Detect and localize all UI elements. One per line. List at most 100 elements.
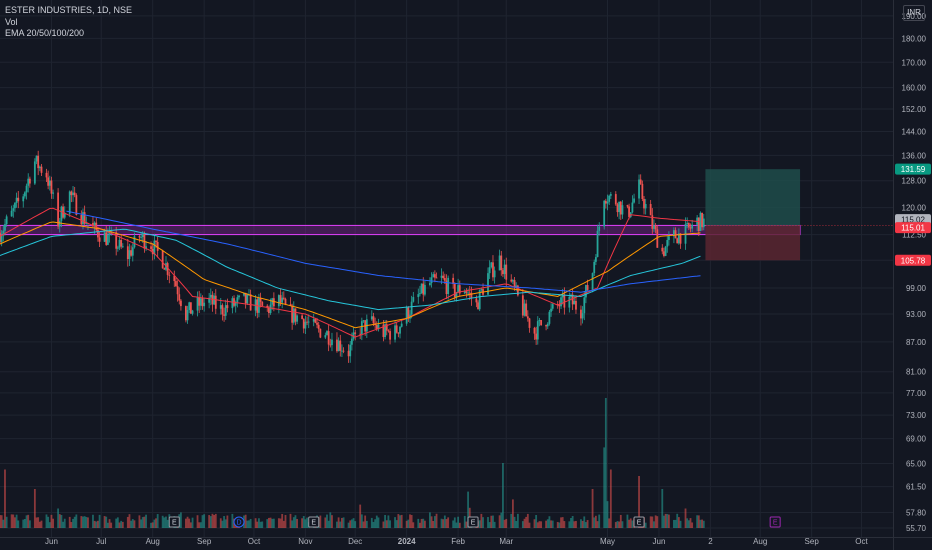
candle: [359, 327, 362, 340]
volume-bar: [68, 516, 71, 528]
symbol-title[interactable]: ESTER INDUSTRIES, 1D, NSE: [5, 5, 133, 15]
candle: [503, 259, 506, 279]
candle: [679, 233, 682, 249]
volume-bar: [267, 517, 270, 528]
candle: [199, 293, 202, 311]
volume-bar: [523, 518, 526, 528]
candle: [15, 192, 18, 208]
volume-bar: [266, 519, 269, 528]
annotations-layer[interactable]: [0, 169, 893, 261]
volume-bar: [254, 518, 257, 528]
volume-bar: [336, 521, 338, 528]
volume-bar: [594, 515, 597, 528]
volume-bar: [213, 515, 216, 528]
earnings-marker[interactable]: E: [467, 516, 479, 528]
volume-bar: [697, 515, 700, 528]
volume-bar: [493, 521, 496, 528]
candle: [616, 202, 619, 217]
volume-bar: [48, 522, 51, 528]
volume-bar: [28, 520, 31, 528]
x-tick-label: Oct: [248, 537, 261, 546]
candle: [312, 313, 315, 327]
volume-bar: [80, 516, 83, 528]
volume-bar: [319, 515, 322, 528]
ema-line: [0, 207, 701, 338]
volume-bar: [191, 517, 194, 528]
volume-bar: [651, 516, 654, 528]
volume-bar: [93, 520, 96, 528]
candle: [488, 260, 491, 279]
long-position-stop[interactable]: [705, 225, 801, 261]
candle: [105, 225, 108, 246]
currency-button[interactable]: INR: [903, 5, 925, 21]
volume-bar: [133, 520, 136, 528]
volume-bar: [25, 515, 28, 528]
candle: [236, 294, 239, 308]
candle: [477, 300, 479, 310]
candle: [551, 302, 554, 311]
volume-bar: [511, 499, 514, 528]
candle: [126, 238, 129, 267]
candle: [188, 301, 191, 314]
earnings-marker[interactable]: E: [308, 516, 320, 528]
volume-bar: [63, 518, 66, 528]
volume-bar: [189, 522, 192, 528]
long-position-target[interactable]: [705, 169, 801, 226]
candle: [291, 303, 294, 330]
ema-lines: [0, 207, 701, 338]
volume-bar: [22, 519, 25, 528]
dividend-marker[interactable]: D: [233, 516, 245, 528]
volume-indicator-label[interactable]: Vol: [5, 16, 18, 27]
x-tick-label: Dec: [348, 537, 362, 546]
volume-bar: [201, 515, 204, 528]
candle: [654, 222, 657, 234]
y-tick-label: 73.00: [906, 411, 927, 420]
volume-bar: [301, 518, 303, 528]
svg-text:E: E: [637, 520, 642, 527]
volume-bar: [656, 516, 659, 528]
volume-bar: [663, 515, 665, 528]
candle: [110, 226, 113, 236]
earnings-marker[interactable]: E: [168, 516, 180, 528]
volume-bar: [130, 520, 133, 528]
volume-bar: [185, 518, 187, 528]
volume-bar: [128, 514, 131, 528]
candle: [161, 249, 164, 269]
candle: [95, 217, 98, 232]
volume-bar: [163, 517, 166, 528]
candle: [492, 255, 494, 281]
candle: [643, 195, 645, 215]
volume-bar: [37, 517, 40, 528]
candle: [0, 225, 1, 245]
candle: [412, 291, 415, 303]
volume-bar: [429, 512, 431, 528]
volume-bar: [516, 513, 519, 528]
volume-bar: [291, 520, 294, 528]
volume-bar: [248, 520, 250, 528]
volume-bar: [571, 516, 574, 528]
volume-bar: [2, 519, 5, 528]
candle: [45, 168, 48, 183]
ema-indicator-label[interactable]: EMA 20/50/100/200: [5, 28, 85, 38]
volume-bar: [38, 521, 41, 528]
volume-bar: [389, 520, 391, 528]
volume-bars: [0, 398, 705, 528]
earnings-marker[interactable]: E: [633, 516, 645, 528]
volume-bar: [570, 517, 572, 528]
volume-bar: [126, 516, 129, 528]
candle: [224, 299, 227, 320]
candle: [387, 329, 390, 333]
volume-bar: [277, 518, 280, 528]
candle: [687, 222, 690, 231]
volume-bar: [666, 514, 669, 528]
candle: [631, 195, 634, 214]
candle: [296, 314, 299, 325]
volume-bar: [0, 515, 1, 528]
candle: [27, 173, 30, 193]
candle: [97, 228, 99, 242]
volume-bar: [638, 476, 640, 528]
earnings-marker[interactable]: E: [769, 516, 781, 528]
